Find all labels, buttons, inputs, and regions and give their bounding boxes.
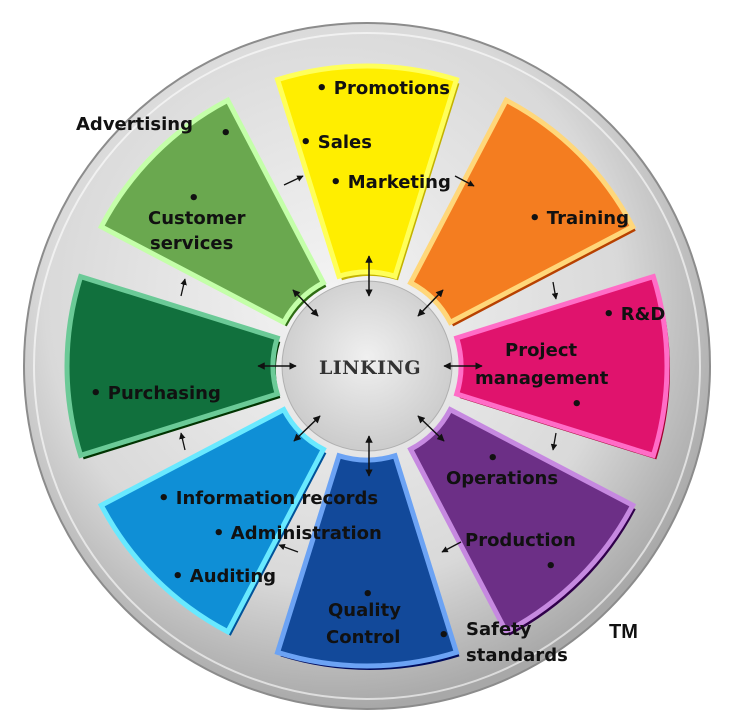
label-management: management	[475, 368, 609, 389]
bullet-quality-control: •	[362, 584, 374, 605]
label-marketing: • Marketing	[330, 172, 451, 193]
linking-label: LINKING	[319, 357, 421, 379]
label-quality: Quality	[328, 600, 401, 621]
production-segment-labels: • Operations Production •	[446, 448, 576, 577]
bullet-advertising: •	[220, 123, 232, 144]
label-standards: standards	[466, 645, 568, 666]
bullet-customer-services: •	[188, 188, 200, 209]
label-control: Control	[326, 627, 400, 648]
label-sales: • Sales	[300, 132, 372, 153]
bullet-production: •	[545, 556, 557, 577]
label-safety: Safety	[466, 619, 532, 640]
label-customer: Customer	[148, 208, 246, 229]
customer-services-segment-labels: Advertising • • Customer services	[76, 114, 246, 254]
project-management-segment-labels: • R&D Project management •	[475, 304, 665, 415]
bullet-operations: •	[487, 448, 499, 469]
label-production: Production	[465, 530, 576, 551]
label-rnd: • R&D	[603, 304, 665, 325]
label-purchasing: • Purchasing	[90, 383, 221, 404]
sales-segment-labels: • Promotions • Sales • Marketing	[300, 78, 451, 193]
bullet-project-management: •	[571, 394, 583, 415]
label-information-records: • Information records	[158, 488, 378, 509]
label-operations: Operations	[446, 468, 558, 489]
bullet-safety-standards: •	[438, 625, 450, 646]
label-project: Project	[505, 340, 577, 361]
hub-arrows	[257, 255, 483, 477]
label-administration: • Administration	[213, 523, 382, 544]
quality-control-segment-labels: • Quality Control • Safety standards	[326, 584, 568, 666]
cycle-arrows	[179, 175, 559, 553]
trademark-mark: TM	[609, 621, 638, 643]
segment-sales	[274, 63, 460, 280]
label-advertising: Advertising	[76, 114, 193, 135]
administration-segment-labels: • Information records • Administration •…	[158, 488, 382, 587]
label-auditing: • Auditing	[172, 566, 276, 587]
label-training: • Training	[529, 208, 629, 229]
label-promotions: • Promotions	[316, 78, 450, 99]
label-services: services	[150, 233, 233, 254]
